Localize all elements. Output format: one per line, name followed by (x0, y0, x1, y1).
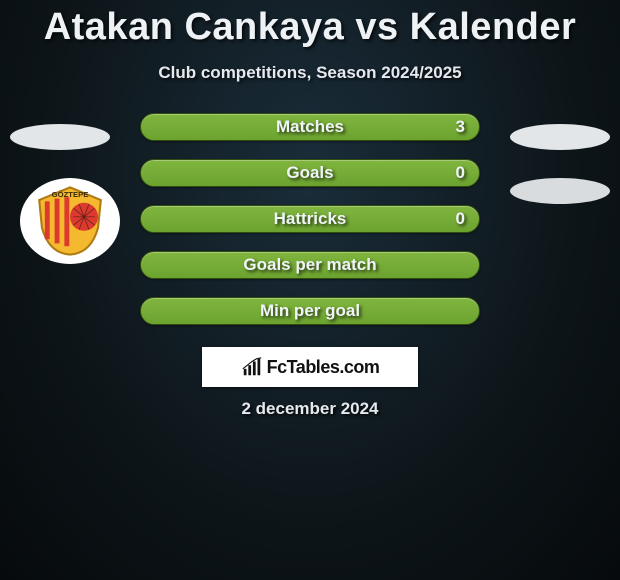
stats-table: Matches 3 Goals 0 Hattricks 0 Goals per … (140, 113, 480, 325)
stat-value: 0 (456, 206, 465, 232)
stat-row: Hattricks 0 (140, 205, 480, 233)
stat-row: Goals per match (140, 251, 480, 279)
player-right-placeholder-1 (510, 124, 610, 150)
svg-text:GÖZTEPE: GÖZTEPE (52, 190, 89, 199)
stat-label: Goals (141, 160, 479, 186)
page-title: Atakan Cankaya vs Kalender (0, 0, 620, 49)
stat-row: Matches 3 (140, 113, 480, 141)
club-badge-left: GÖZTEPE (20, 178, 120, 264)
player-right-placeholder-2 (510, 178, 610, 204)
subtitle: Club competitions, Season 2024/2025 (0, 63, 620, 83)
brand-text: FcTables.com (267, 357, 380, 378)
bars-icon (241, 356, 263, 378)
stat-label: Min per goal (141, 298, 479, 324)
stat-value: 0 (456, 160, 465, 186)
stat-label: Goals per match (141, 252, 479, 278)
goztepe-badge-icon: GÖZTEPE (35, 186, 105, 256)
stat-label: Hattricks (141, 206, 479, 232)
stat-label: Matches (141, 114, 479, 140)
brand-badge: FcTables.com (202, 347, 418, 387)
player-left-placeholder (10, 124, 110, 150)
stat-row: Goals 0 (140, 159, 480, 187)
stat-row: Min per goal (140, 297, 480, 325)
stat-value: 3 (456, 114, 465, 140)
date-label: 2 december 2024 (0, 399, 620, 419)
